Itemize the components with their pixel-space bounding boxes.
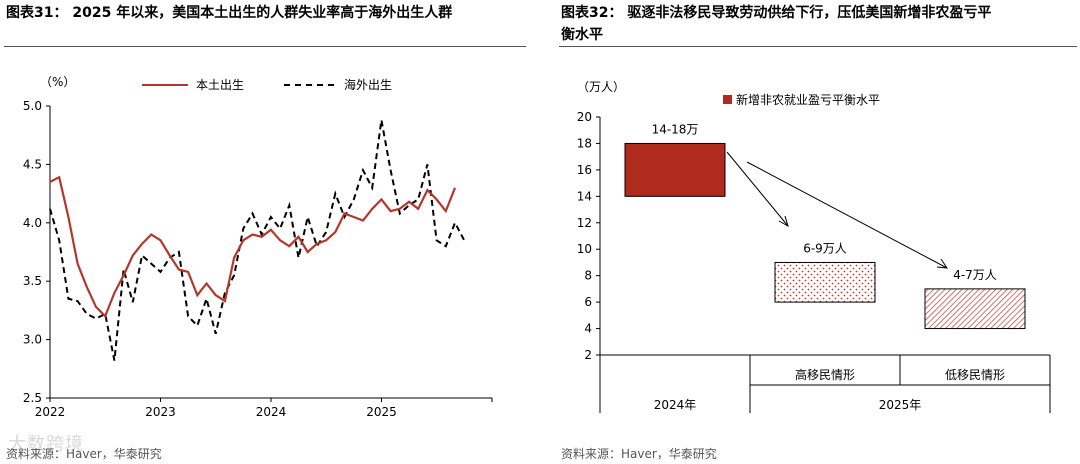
y-unit-label: （万人） [577, 80, 625, 94]
source-note: 资料来源：Haver，华泰研究 [6, 447, 162, 461]
right-panel: 图表32： 驱逐非法移民导致劳动供给下行，压低美国新增非农盈亏平 衡水平 2 4 6… [555, 0, 1080, 464]
bar-range [774, 261, 876, 303]
x-tick-label: 2022 [35, 405, 66, 419]
bar-data-label: 4-7万人 [953, 268, 997, 282]
chart-title-line2: 衡水平 [561, 27, 603, 43]
y-tick-label: 4.5 [23, 157, 42, 171]
left-panel: 图表31： 2025 年以来，美国本土出生的人群失业率高于海外出生人群 2.5 3… [0, 0, 530, 464]
y-tick-label: 4 [584, 322, 592, 336]
x-tick-label: 2025 [366, 405, 397, 419]
y-tick-label: 12 [577, 216, 592, 230]
y-tick-label: 20 [577, 110, 592, 124]
y-tick-label: 8 [584, 269, 592, 283]
line-chart: 2.5 3.0 3.5 4.0 4.5 5.0 2022 2023 2024 2025 （%） 本土出… [23, 75, 493, 419]
y-tick-label: 2.5 [23, 391, 42, 405]
x-category-label: 2024年 [654, 398, 697, 412]
bar-range [624, 142, 726, 197]
x-category-label: 低移民情形 [945, 368, 1005, 382]
series-line-native [49, 175, 457, 319]
y-tick-label: 18 [577, 136, 592, 150]
x-group-label: 2025年 [879, 398, 922, 412]
series-line-foreign [49, 119, 466, 361]
source-note: 资料来源：Haver，华泰研究 [561, 447, 717, 461]
arrow-head [936, 258, 949, 269]
chart-title: 图表31： 2025 年以来，美国本土出生的人群失业率高于海外出生人群 [6, 5, 453, 21]
y-tick-label: 10 [577, 242, 592, 256]
y-tick-label: 6 [584, 295, 592, 309]
y-unit-label: （%） [40, 75, 75, 89]
chart-title-line1: 图表32： 驱逐非法移民导致劳动供给下行，压低美国新增非农盈亏平 [561, 5, 992, 21]
range-bar-chart: 2 4 6 8 10 12 14 16 18 20 （万人） 新增非农就业盈亏平衡水平 14-18万 6-… [577, 80, 1051, 413]
title-rule [4, 46, 526, 47]
y-tick-label: 3.5 [23, 274, 42, 288]
legend-label: 新增非农就业盈亏平衡水平 [736, 92, 880, 107]
arrow-head [778, 215, 789, 228]
y-tick-label: 2 [584, 348, 592, 362]
x-tick-label: 2023 [145, 405, 176, 419]
y-tick-label: 14 [577, 189, 592, 203]
trend-arrow [726, 151, 789, 227]
legend-swatch [723, 95, 732, 104]
y-tick-label: 4.0 [23, 216, 42, 230]
x-category-label: 高移民情形 [795, 367, 855, 382]
y-tick-label: 16 [577, 163, 592, 177]
y-tick-label: 5.0 [23, 99, 42, 113]
title-rule [559, 46, 1077, 47]
bar-data-label: 6-9万人 [803, 241, 847, 255]
chart-title: 图表32： 驱逐非法移民导致劳动供给下行，压低美国新增非农盈亏平 衡水平 [561, 2, 1080, 46]
y-tick-label: 3.0 [23, 333, 42, 347]
watermark-text: 大数跨境 [8, 434, 84, 455]
x-tick-label: 2024 [256, 405, 287, 419]
trend-arrow [746, 161, 948, 269]
bar-data-label: 14-18万 [652, 122, 699, 136]
legend-label-foreign: 海外出生 [344, 77, 392, 92]
legend-label-native: 本土出生 [196, 78, 244, 92]
bar-range [924, 288, 1026, 330]
